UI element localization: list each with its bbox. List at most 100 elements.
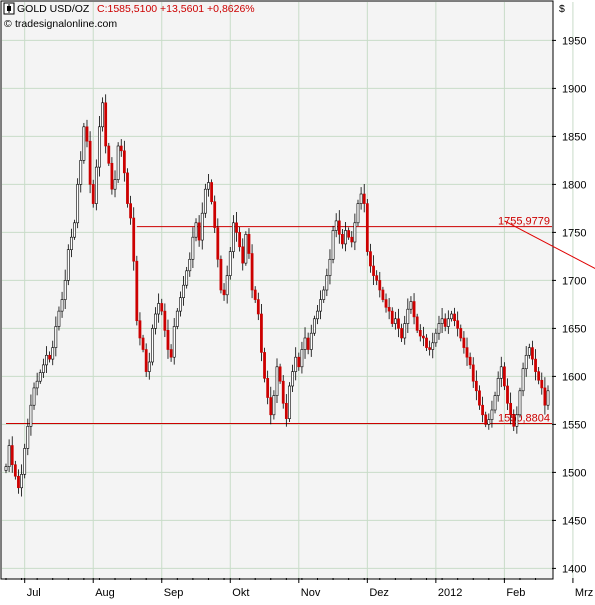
candle	[185, 266, 189, 289]
candle	[496, 371, 500, 402]
candle	[107, 142, 111, 166]
candle-body	[4, 466, 8, 471]
candle-body	[51, 347, 55, 360]
y-tick-label: 1750	[562, 227, 586, 239]
candle-body	[518, 390, 522, 416]
candle	[319, 290, 322, 320]
candle-body	[157, 303, 161, 315]
candle	[328, 249, 332, 285]
candle	[232, 215, 235, 259]
candle-body	[76, 184, 80, 224]
resistance-trendline[interactable]	[504, 220, 595, 365]
candle-body	[288, 385, 291, 419]
candle-body	[316, 310, 319, 320]
x-tick-label: Aug	[95, 587, 115, 599]
candle	[303, 327, 307, 359]
candle-body	[403, 323, 407, 339]
chart-header: GOLD USD/OZ C:1585,5100 +13,5601 +0,8626…	[3, 2, 565, 30]
candle-body	[144, 349, 148, 372]
candle-body	[244, 234, 248, 264]
candle	[151, 324, 154, 366]
candle	[462, 331, 466, 354]
candle-body	[493, 395, 497, 411]
candle	[515, 406, 519, 434]
candle	[169, 344, 173, 362]
candle	[534, 349, 537, 381]
x-tick-label: Sep	[164, 587, 184, 599]
candle-body	[540, 379, 544, 389]
symbol-label: GOLD USD/OZ	[17, 3, 90, 15]
candle-body	[79, 160, 83, 185]
y-tick-label: 1550	[562, 419, 586, 431]
candle-body	[325, 275, 329, 291]
candle	[471, 357, 475, 388]
candles	[4, 94, 550, 497]
candle	[17, 469, 20, 494]
candle	[409, 296, 413, 314]
candle	[213, 195, 217, 233]
candle	[465, 337, 469, 366]
candle	[284, 394, 288, 427]
candle-body	[213, 201, 217, 228]
candle	[512, 409, 516, 432]
candle	[225, 265, 229, 304]
candle	[41, 358, 45, 378]
candle-body	[235, 222, 238, 233]
candle	[76, 178, 80, 229]
candle-body	[437, 323, 441, 334]
candle	[163, 303, 167, 338]
candle	[387, 298, 391, 320]
candle	[384, 293, 388, 313]
candle	[207, 174, 210, 197]
candle	[210, 179, 213, 205]
candle-body	[431, 342, 435, 350]
x-axis: JulAugSepOktNovDez2012FebMrzAprMaiJun	[5, 578, 593, 599]
candle-body	[484, 414, 488, 425]
candle-body	[334, 220, 338, 231]
candle	[247, 228, 251, 259]
candle-body	[185, 270, 189, 286]
plot-area[interactable]	[0, 0, 554, 580]
candle-body	[269, 397, 273, 416]
candle	[79, 151, 83, 193]
candle	[499, 356, 503, 388]
candle-body	[88, 140, 92, 185]
candle-body	[415, 316, 419, 331]
candle-body	[362, 193, 366, 204]
candle-body	[225, 275, 229, 296]
candle	[147, 352, 151, 380]
candle	[353, 213, 357, 251]
candle	[129, 195, 132, 225]
candle	[490, 400, 494, 428]
candle-body	[309, 332, 313, 350]
candle	[478, 385, 481, 410]
candle-body	[481, 404, 484, 416]
candle-body	[496, 378, 500, 396]
candle-body	[465, 347, 469, 358]
candle	[453, 307, 456, 327]
candle	[456, 311, 460, 337]
y-tick-label: 1850	[562, 131, 586, 143]
candle	[403, 315, 407, 345]
candle	[197, 215, 201, 247]
candle-body	[341, 234, 344, 245]
candle	[275, 358, 279, 403]
candle	[359, 187, 363, 210]
candle	[531, 340, 534, 366]
y-tick-label: 1800	[562, 179, 586, 191]
candle	[344, 222, 347, 252]
candle	[250, 244, 254, 299]
candle	[188, 252, 192, 277]
y-tick-label: 1950	[562, 35, 586, 47]
candle-body	[400, 328, 403, 339]
candle	[372, 255, 375, 286]
candle	[369, 243, 372, 273]
candle	[437, 315, 441, 340]
candle-body	[406, 308, 410, 324]
y-tick-label: 1650	[562, 323, 586, 335]
candle	[7, 439, 11, 473]
candle-body	[203, 188, 207, 214]
watermark-label: tradesignalonline.com	[15, 18, 117, 30]
candle-body	[534, 358, 537, 372]
candle-body	[294, 356, 298, 372]
